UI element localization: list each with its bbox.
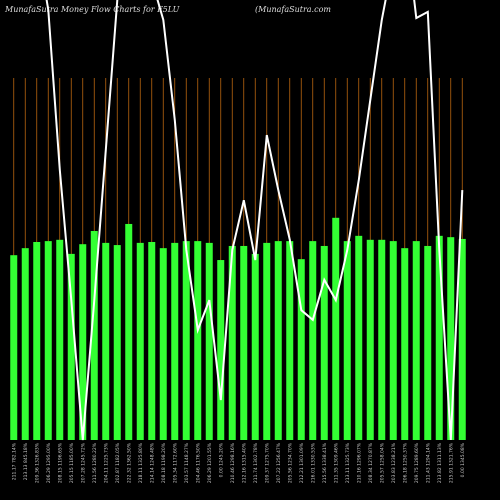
bar	[21, 248, 29, 440]
x-tick-label: 204.46 1176.50%	[195, 442, 201, 483]
x-tick-label: 0.00 1345.08%	[460, 442, 466, 477]
bar	[401, 248, 409, 440]
bar	[44, 241, 52, 440]
x-tick-label: 214.14 1248.48%	[149, 442, 155, 483]
bar	[332, 217, 340, 440]
price-line	[45, 0, 464, 441]
x-tick-label: 205.57 1258.04%	[379, 442, 385, 483]
bar	[90, 231, 98, 440]
x-tick-label: 207.28 1245.72%	[80, 442, 86, 483]
x-tick-label: 208.15 1196.65%	[57, 442, 63, 483]
bar	[136, 242, 144, 440]
bar	[240, 245, 248, 440]
bar	[355, 235, 363, 440]
x-tick-label: 211.43 1294.14%	[425, 442, 431, 483]
x-tick-label: 212.16 1315.40%	[241, 442, 247, 483]
x-tick-label: 211.74 1302.78%	[253, 442, 259, 483]
bar	[343, 241, 351, 440]
bar	[113, 245, 121, 440]
bar	[194, 241, 202, 440]
bar	[217, 260, 225, 440]
bar	[378, 239, 386, 440]
x-tick-label: 203.83 1238.21%	[391, 442, 397, 483]
x-tick-label: 206.29 1295.00%	[46, 442, 52, 483]
chart-title: MunafaSutra Money Flow Charts for F5LU	[4, 5, 180, 14]
bar	[67, 253, 75, 440]
x-tick-label: 209.75 1289.60%	[414, 442, 420, 483]
bar	[182, 241, 190, 440]
bar	[447, 237, 455, 440]
x-tick-label: 215.56 1338.41%	[322, 442, 328, 483]
bar	[228, 245, 236, 440]
bar	[125, 223, 133, 440]
x-tick-label: 213.13 845.18%	[23, 442, 29, 480]
x-tick-label: 208.34 1270.87%	[368, 442, 374, 483]
x-tick-label: 215.91 1321.76%	[448, 442, 454, 483]
x-tick-label: 203.57 1148.27%	[184, 442, 190, 483]
bar	[102, 242, 110, 440]
bar	[412, 241, 420, 440]
x-tick-label: 202.87 1182.05%	[115, 442, 121, 483]
bar	[171, 242, 179, 440]
x-tick-label: 204.11 1225.73%	[103, 442, 109, 483]
x-tick-label: 209.36 1326.83%	[34, 442, 40, 483]
bar	[389, 241, 397, 440]
bar	[148, 242, 156, 440]
x-tick-label: 209.37 1275.70%	[264, 442, 270, 483]
x-tick-label: 211.35 1309.46%	[333, 442, 339, 483]
x-tick-label: 222.32 1362.50%	[126, 442, 132, 483]
x-tick-label: 210.46 1298.16%	[230, 442, 236, 483]
bar	[263, 242, 271, 440]
x-tick-label: 211.56 1280.22%	[92, 442, 98, 483]
chart-subtitle: (MunafaSutra.com	[255, 5, 331, 14]
bar	[56, 239, 64, 440]
x-tick-label: 218.11 1325.80%	[138, 442, 144, 483]
x-tick-label: 206.18 1250.37%	[402, 442, 408, 483]
bar	[297, 259, 305, 440]
bar	[309, 241, 317, 440]
bar	[366, 239, 374, 440]
bar	[251, 253, 259, 440]
x-tick-label: 212.21 1301.09%	[299, 442, 305, 483]
bar	[458, 238, 466, 440]
x-tick-label: 216.01 1330.53%	[310, 442, 316, 483]
x-tick-label: 205.34 1172.60%	[172, 442, 178, 483]
bar	[286, 241, 294, 440]
x-tick-label: 211.17 782.14%	[11, 442, 17, 480]
x-tick-label: 205.15 1185.00%	[69, 442, 75, 483]
bar	[435, 235, 443, 440]
bar	[79, 244, 87, 440]
x-tick-label: 213.11 1325.73%	[345, 442, 351, 483]
bar	[205, 242, 213, 440]
x-tick-label: 206.29 1201.55%	[207, 442, 213, 483]
bar	[274, 241, 282, 440]
x-tick-label: 210.16 1296.07%	[356, 442, 362, 483]
bar	[424, 245, 432, 440]
x-tick-label: 207.22 1256.47%	[276, 442, 282, 483]
bar	[159, 248, 167, 440]
bar	[10, 255, 18, 440]
bar	[320, 245, 328, 440]
x-tick-label: 0.00 1245.20%	[218, 442, 224, 477]
bar	[33, 242, 41, 440]
x-tick-label: 205.56 1234.70%	[287, 442, 293, 483]
x-tick-label: 213.82 1311.13%	[437, 442, 443, 483]
x-tick-label: 208.18 1198.20%	[161, 442, 167, 483]
